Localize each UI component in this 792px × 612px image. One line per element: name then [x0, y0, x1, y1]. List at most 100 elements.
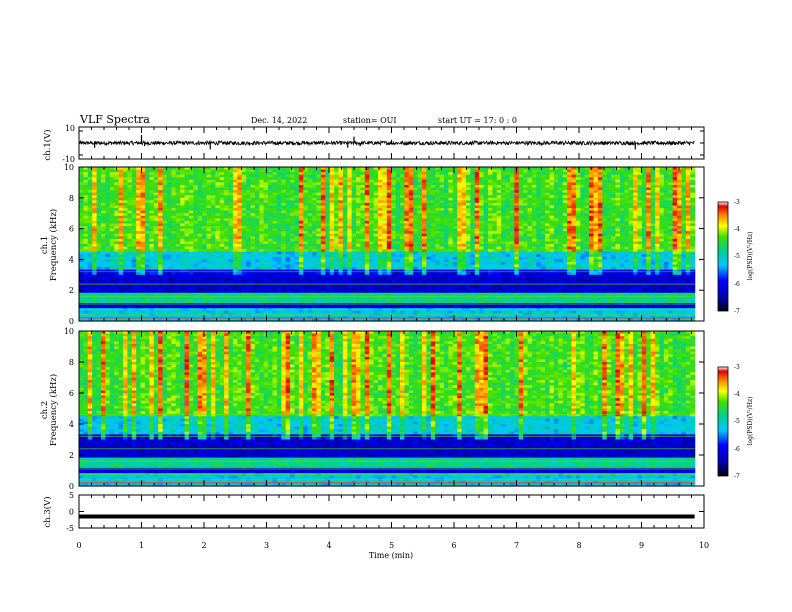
- ch1-spectrogram-cell: [342, 205, 348, 209]
- ch1-spectrogram-cell: [558, 202, 564, 207]
- ch1-spectrogram-cell: [606, 220, 612, 225]
- ch1-spectrogram-cell: [479, 174, 485, 178]
- ch1-spectrogram-cell: [285, 177, 291, 181]
- ch1-spectrogram-cell: [545, 195, 551, 199]
- ch1-spectrogram-cell: [298, 210, 304, 214]
- ch1-spectrogram-cell: [457, 244, 463, 248]
- ch1-spectrogram-cell: [83, 197, 89, 201]
- ch1-spectrogram-cell: [549, 205, 555, 209]
- ch1-spectrogram-cell: [215, 182, 221, 186]
- ch1-spectrogram-cell: [646, 220, 652, 225]
- ch1-spectrogram-cell: [593, 215, 599, 219]
- ch1-spectrogram-cell: [461, 220, 467, 225]
- ch1-spectrogram-cell: [210, 179, 216, 183]
- ch1-spectrogram-cell: [677, 220, 683, 225]
- ch1-spectrogram-cell: [663, 177, 669, 181]
- ch1-spectrogram-cell: [237, 205, 243, 209]
- ch1-spectrogram-cell: [641, 226, 647, 230]
- ch1-spectrogram-cell: [637, 210, 643, 214]
- ch1-spectrogram-cell: [421, 172, 427, 176]
- ch1-spectrogram-cell: [351, 223, 357, 227]
- ch1-spectrogram-cell: [188, 202, 194, 207]
- ch1-spectrogram-cell: [290, 246, 296, 250]
- ch1-spectrogram-cell: [655, 200, 661, 204]
- ch1-spectrogram-cell: [685, 205, 691, 209]
- ch1-spectrogram-cell: [606, 174, 612, 178]
- ch1-spectrogram-cell: [641, 177, 647, 181]
- ch1-spectrogram-cell: [452, 241, 458, 245]
- ch1-spectrogram-cell: [391, 205, 397, 209]
- ch1-spectrogram-cell: [400, 223, 405, 227]
- ch1-spectrogram-cell: [294, 226, 300, 230]
- ch1-spectrogram-cell: [443, 231, 449, 235]
- ch1-spectrogram-cell: [158, 195, 164, 199]
- ch1-spectrogram-cell: [496, 167, 502, 171]
- ch1-spectrogram-cell: [395, 169, 401, 173]
- ch1-spectrogram-cell: [351, 174, 357, 178]
- ch1-spectrogram-cell: [193, 223, 199, 227]
- ch1-spectrogram-cell: [443, 233, 449, 237]
- ch1-spectrogram-cell: [553, 244, 559, 248]
- ch1-spectrogram-cell: [171, 236, 177, 240]
- ch1-spectrogram-cell: [342, 169, 348, 173]
- ch1-spectrogram-cell: [140, 246, 146, 250]
- ch1-spectrogram-cell: [351, 228, 357, 232]
- ch1-spectrogram-cell: [140, 249, 146, 253]
- ch1-spectrogram-cell: [272, 205, 278, 209]
- ch1-spectrogram-cell: [549, 233, 555, 237]
- ch1-spectrogram-cell: [382, 197, 388, 201]
- ch1-spectrogram-cell: [206, 208, 212, 212]
- ch1-spectrogram-cell: [224, 244, 230, 248]
- ch1-spectrogram-cell: [492, 184, 498, 189]
- ch1-spectrogram-cell: [514, 220, 520, 225]
- ch1-spectrogram-cell: [602, 249, 608, 253]
- ch1-spectrogram-cell: [663, 190, 669, 194]
- ch1-spectrogram-cell: [232, 236, 238, 240]
- ch1-spectrogram-cell: [360, 244, 366, 248]
- ch1-spectrogram-cell: [430, 244, 436, 248]
- ch1-spectrogram-cell: [241, 187, 247, 191]
- ch1-spectrogram-cell: [492, 174, 498, 178]
- ch1-spectrogram-cell: [518, 200, 524, 204]
- ch1-spectrogram-cell: [237, 192, 243, 196]
- ch1-spectrogram-cell: [602, 190, 608, 194]
- ch1-spectrogram-cell: [575, 251, 581, 255]
- ch1-spectrogram-cell: [413, 231, 419, 235]
- ch1-spectrogram-cell: [96, 200, 102, 204]
- ch1-spectrogram-cell: [294, 174, 300, 178]
- ch1-spectrogram-cell: [228, 251, 234, 255]
- ch1-spectrogram-cell: [360, 233, 366, 237]
- ch1-spectrogram-cell: [79, 172, 84, 176]
- ch1-spectrogram-cell: [303, 208, 309, 212]
- ch1-spectrogram-cell: [184, 190, 190, 194]
- ch1-spectrogram-cell: [527, 249, 533, 253]
- ch1-spectrogram-cell: [505, 197, 511, 201]
- ch1-spectrogram-cell: [487, 208, 493, 212]
- ch1-spectrogram-cell: [364, 192, 370, 196]
- ch1-spectrogram-cell: [681, 249, 687, 253]
- ch1-spectrogram-cell: [426, 179, 432, 183]
- ch1-spectrogram-cell: [496, 246, 502, 250]
- ch1-spectrogram-cell: [136, 236, 142, 240]
- ch1-spectrogram-cell: [421, 251, 427, 255]
- ch1-spectrogram-cell: [386, 220, 392, 225]
- ch1-spectrogram-cell: [285, 213, 291, 217]
- ch1-spectrogram-cell: [615, 241, 621, 245]
- ch1-spectrogram-cell: [417, 223, 423, 227]
- ch1-spectrogram-cell: [250, 251, 256, 255]
- ch1-spectrogram-cell: [360, 182, 366, 186]
- ch1-spectrogram-cell: [215, 220, 221, 225]
- ch1-spectrogram-cell: [562, 223, 568, 227]
- ch1-spectrogram-cell: [285, 228, 291, 232]
- ch1-spectrogram-cell: [303, 238, 309, 243]
- ch1-spectrogram-cell: [149, 205, 155, 209]
- ch1-spectrogram-cell: [79, 210, 84, 214]
- ch1-spectrogram-cell: [100, 174, 106, 178]
- ch1-spectrogram-cell: [92, 218, 98, 222]
- ch1-spectrogram-cell: [316, 244, 322, 248]
- ch1-spectrogram-cell: [285, 172, 291, 176]
- ch1-spectrogram-cell: [470, 244, 476, 248]
- ch1-spectrogram-cell: [118, 182, 124, 186]
- ch1-spectrogram-cell: [378, 169, 384, 173]
- ch1-spectrogram-cell: [690, 205, 696, 209]
